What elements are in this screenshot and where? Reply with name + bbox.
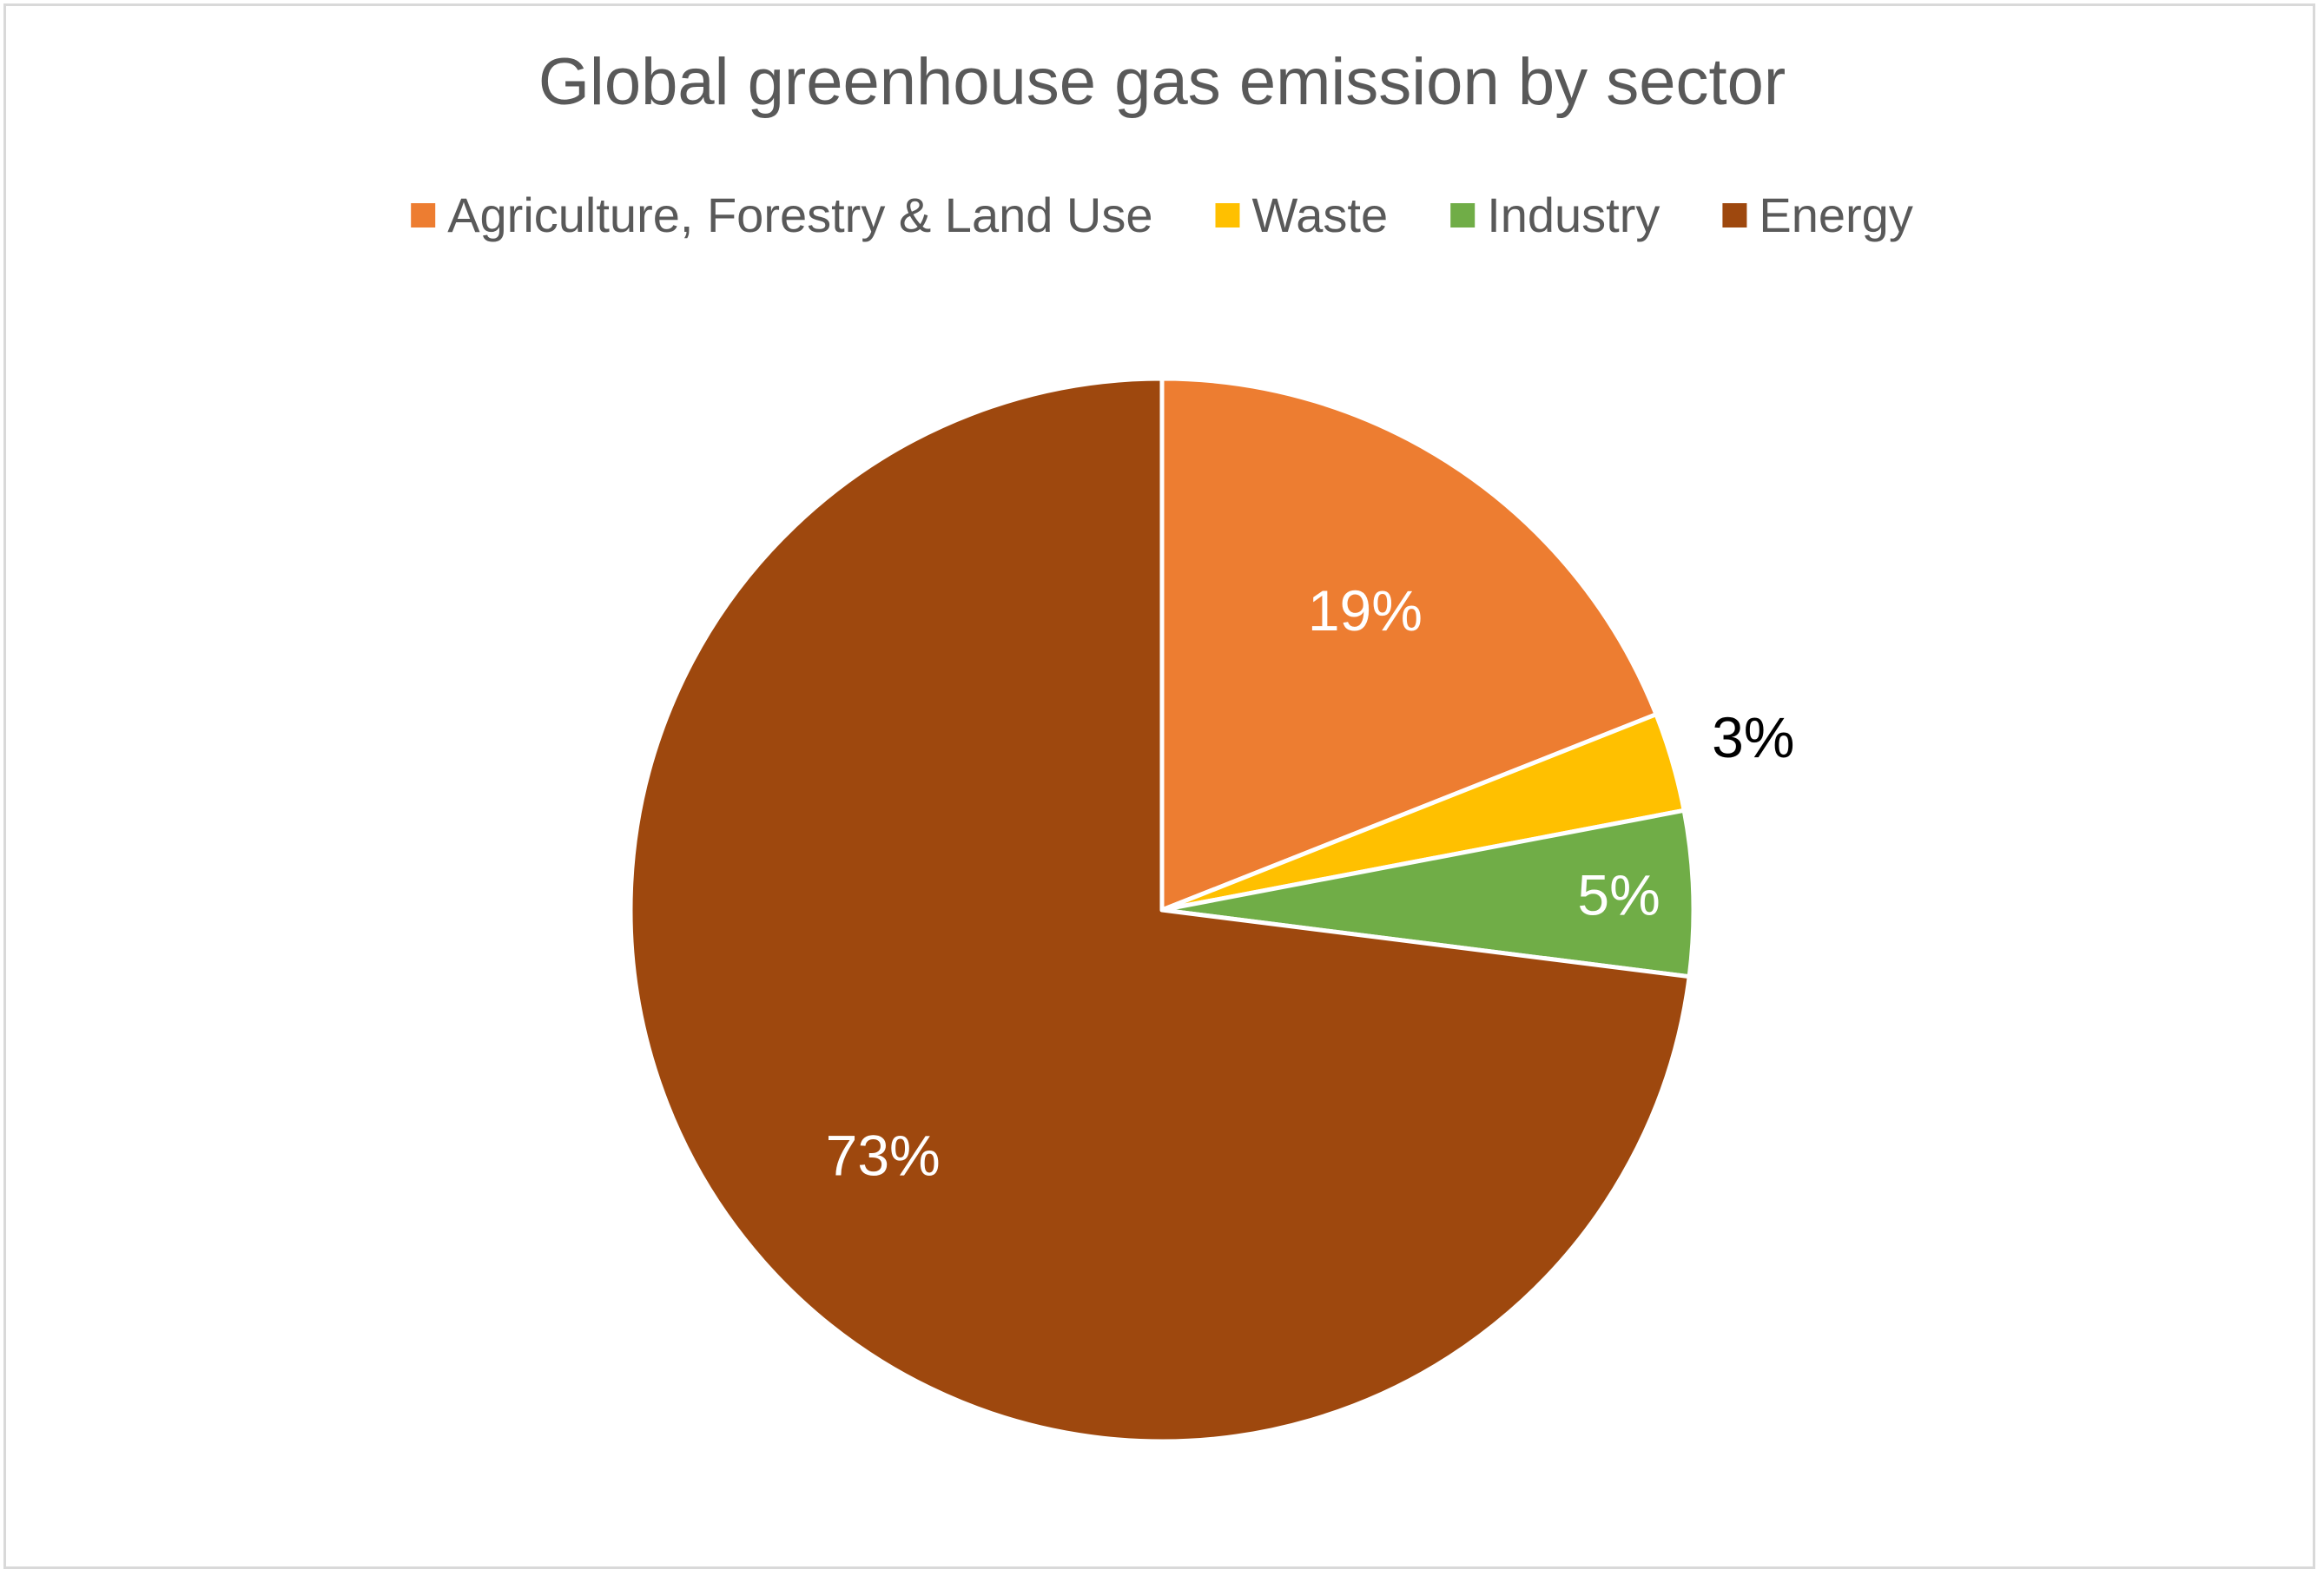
legend-item-industry: Industry bbox=[1450, 188, 1660, 242]
data-labels: 19% 3% 5% 73% bbox=[826, 578, 1795, 1188]
legend-item-agriculture-forestry-and-land-use: Agriculture, Forestry & Land Use bbox=[411, 188, 1153, 242]
pie-slice-industry bbox=[1159, 808, 1696, 979]
legend-label-waste: Waste bbox=[1252, 188, 1389, 242]
data-label-waste: 3% bbox=[1712, 705, 1794, 769]
pie-slice-agriculture-forestry-and-land-use bbox=[1159, 376, 1659, 913]
data-label-agriculture-forestry-and-land-use: 19% bbox=[1308, 578, 1423, 643]
legend: Agriculture, Forestry & Land Use Waste Ind… bbox=[411, 188, 1913, 242]
legend-swatch-energy bbox=[1722, 203, 1747, 227]
pie-slices bbox=[628, 376, 1696, 1444]
data-label-energy: 73% bbox=[826, 1123, 941, 1187]
legend-label-energy: Energy bbox=[1759, 188, 1912, 242]
data-label-industry: 5% bbox=[1577, 863, 1660, 927]
legend-label-agriculture-forestry-and-land-use: Agriculture, Forestry & Land Use bbox=[447, 188, 1152, 242]
legend-label-industry: Industry bbox=[1487, 188, 1660, 242]
pie-slice-energy bbox=[628, 376, 1692, 1444]
legend-swatch-agriculture-forestry-and-land-use bbox=[411, 203, 436, 227]
legend-swatch-industry bbox=[1450, 203, 1476, 227]
chart-title: Global greenhouse gas emission by sector bbox=[538, 45, 1786, 119]
legend-item-energy: Energy bbox=[1722, 188, 1913, 242]
legend-swatch-waste bbox=[1215, 203, 1240, 227]
legend-item-waste: Waste bbox=[1215, 188, 1389, 242]
